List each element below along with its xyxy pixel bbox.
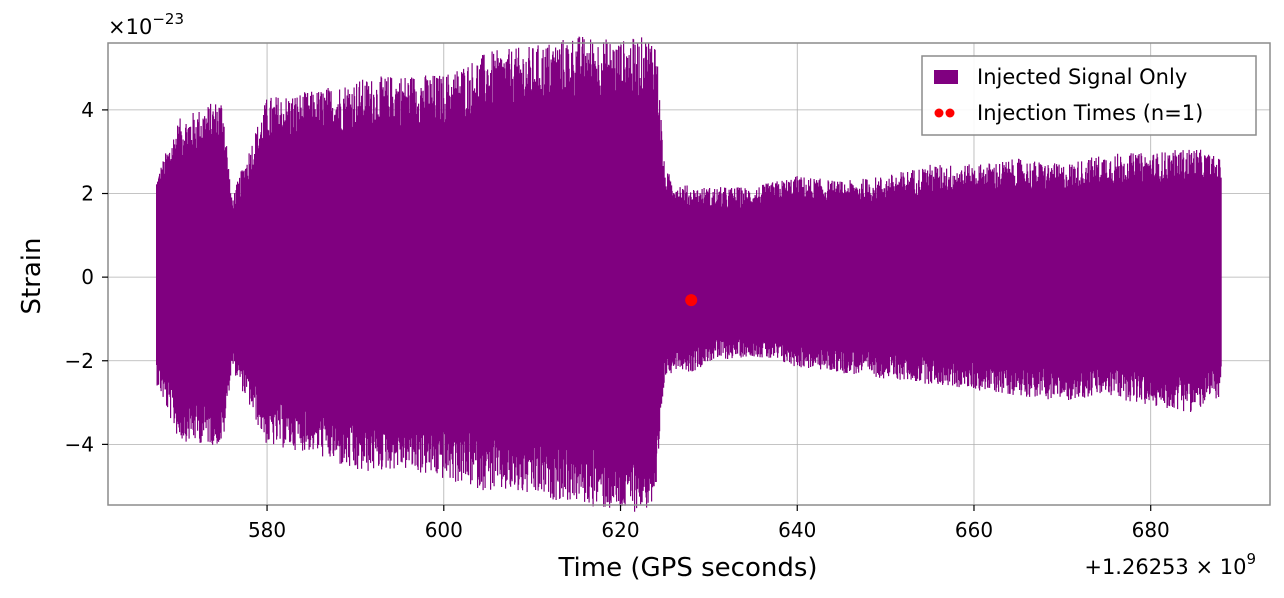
x-axis-title: Time (GPS seconds) (557, 553, 817, 583)
injected-signal-series (156, 36, 1222, 512)
y-tick-label: −4 (65, 432, 94, 456)
x-axis-ticks: 580 600 620 640 660 680 (248, 505, 1170, 542)
legend-label-injection-times: Injection Times (n=1) (977, 101, 1203, 125)
x-tick-label: 660 (955, 518, 993, 542)
legend: Injected Signal Only Injection Times (n=… (921, 55, 1257, 136)
y-scale-factor-label: ×10−23 (108, 10, 184, 39)
x-tick-label: 640 (778, 518, 816, 542)
x-tick-label: 620 (601, 518, 639, 542)
y-axis-title: Strain (17, 237, 47, 314)
x-tick-label: 680 (1132, 518, 1170, 542)
legend-label-injected-signal: Injected Signal Only (977, 65, 1187, 89)
y-tick-label: 4 (81, 98, 94, 122)
y-tick-label: −2 (65, 349, 94, 373)
y-axis-ticks: −4 −2 0 2 4 (65, 98, 108, 456)
signal-waveform (156, 36, 1222, 512)
legend-swatch-injected-signal (934, 70, 958, 84)
injection-time-point (685, 294, 698, 307)
plot-frame (107, 42, 1271, 506)
x-tick-label: 600 (425, 518, 463, 542)
x-offset-label: +1.26253 × 109 (1084, 550, 1256, 579)
y-tick-label: 2 (81, 182, 94, 206)
legend-box (921, 55, 1257, 136)
injection-times-series (685, 294, 698, 307)
legend-marker-injection-times-left (934, 108, 944, 118)
legend-marker-injection-times-right (945, 108, 955, 118)
y-tick-label: 0 (81, 265, 94, 289)
x-tick-label: 580 (248, 518, 286, 542)
